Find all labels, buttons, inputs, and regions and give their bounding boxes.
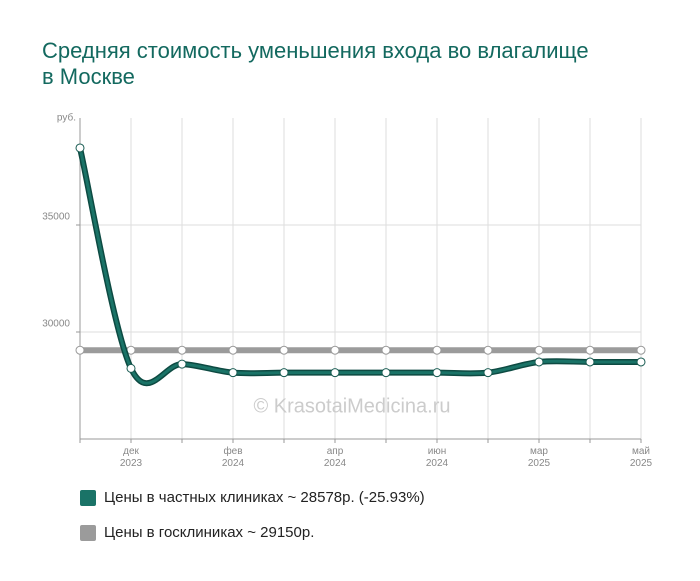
data-point bbox=[534, 357, 544, 367]
x-tick-label: апр 2024 bbox=[324, 446, 347, 469]
legend-label: Цены в частных клиниках ~ 28578р. (-25.9… bbox=[104, 489, 425, 506]
data-point bbox=[330, 368, 340, 378]
y-axis-label: руб. bbox=[57, 112, 76, 124]
data-point bbox=[279, 345, 289, 355]
watermark: © KrasotaiMedicina.ru bbox=[253, 395, 450, 417]
data-point bbox=[483, 368, 493, 378]
data-point bbox=[534, 345, 544, 355]
data-point bbox=[432, 345, 442, 355]
data-point bbox=[381, 368, 391, 378]
x-tick-label: дек 2023 bbox=[120, 446, 143, 469]
data-point bbox=[330, 345, 340, 355]
y-tick-label: 35000 bbox=[42, 212, 70, 223]
data-point bbox=[228, 368, 238, 378]
x-tick-label: мар 2025 bbox=[528, 446, 551, 469]
data-point bbox=[177, 345, 187, 355]
data-point bbox=[126, 363, 136, 373]
data-point bbox=[483, 345, 493, 355]
data-point bbox=[432, 368, 442, 378]
data-point bbox=[585, 357, 595, 367]
data-point bbox=[636, 345, 646, 355]
x-tick-label: май 2025 bbox=[630, 446, 653, 469]
data-point bbox=[177, 359, 187, 369]
chart-title: Средняя стоимость уменьшения входа во вл… bbox=[42, 38, 589, 89]
legend-swatch bbox=[80, 525, 96, 541]
x-tick-label: июн 2024 bbox=[426, 446, 449, 469]
y-tick-label: 30000 bbox=[42, 319, 70, 330]
data-point bbox=[228, 345, 238, 355]
x-tick-label: фев 2024 bbox=[222, 445, 245, 469]
data-point bbox=[636, 357, 646, 367]
data-point bbox=[75, 345, 85, 355]
data-point bbox=[585, 345, 595, 355]
data-point bbox=[381, 345, 391, 355]
data-point bbox=[279, 368, 289, 378]
legend-swatch bbox=[80, 490, 96, 506]
data-point bbox=[75, 143, 85, 153]
legend-label: Цены в госклиниках ~ 29150р. bbox=[104, 524, 314, 541]
